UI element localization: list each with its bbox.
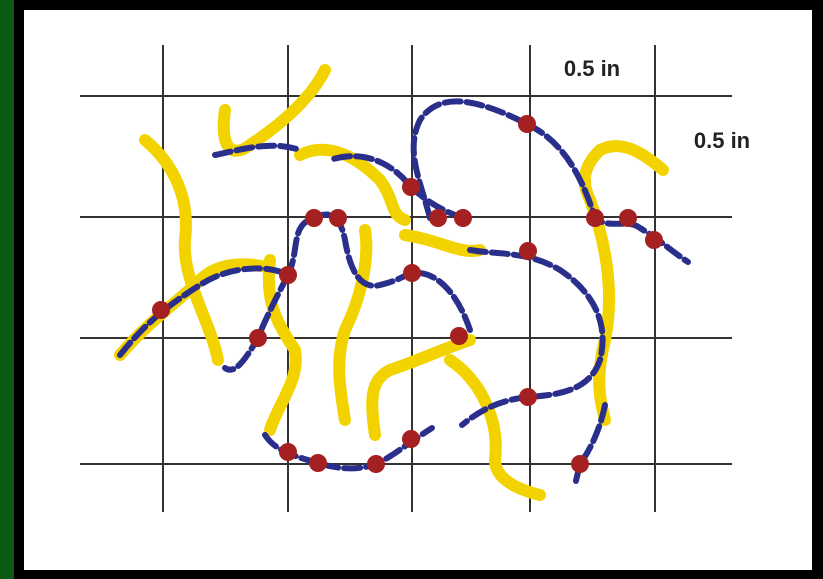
spacing-label: 0.5 in — [694, 128, 750, 153]
crosslink — [645, 231, 663, 249]
panel — [24, 10, 812, 570]
crosslink — [586, 209, 604, 227]
crosslink — [329, 209, 347, 227]
crosslink — [309, 454, 327, 472]
crosslink — [619, 209, 637, 227]
crosslink — [367, 455, 385, 473]
crosslink — [519, 388, 537, 406]
spacing-label: 0.5 in — [564, 56, 620, 81]
crosslink — [249, 329, 267, 347]
crosslink — [518, 115, 536, 133]
crosslink — [279, 443, 297, 461]
crosslink — [403, 264, 421, 282]
side-bar — [0, 0, 14, 579]
crosslink — [152, 301, 170, 319]
page: 0.5 in 0.5 in (() => { const data = JSON… — [0, 0, 823, 579]
crosslink — [571, 455, 589, 473]
crosslink — [279, 266, 297, 284]
crosslink — [305, 209, 323, 227]
crosslink — [402, 178, 420, 196]
crosslink — [454, 209, 472, 227]
crosslink — [519, 242, 537, 260]
crosslink — [450, 327, 468, 345]
crosslink — [429, 209, 447, 227]
diagram: 0.5 in 0.5 in — [0, 0, 823, 579]
crosslink — [402, 430, 420, 448]
